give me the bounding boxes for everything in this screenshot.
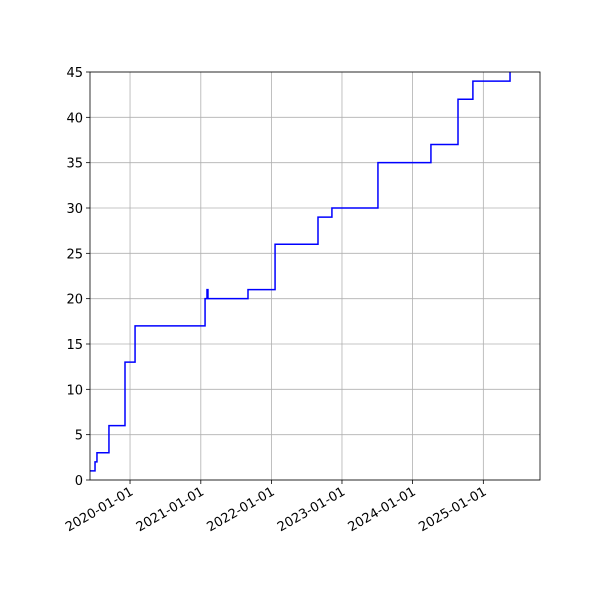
y-tick-label: 30 — [66, 202, 83, 217]
data-line — [90, 72, 511, 472]
y-tick-label: 45 — [66, 66, 83, 81]
y-tick-label: 40 — [66, 111, 83, 126]
y-tick-label: 20 — [66, 293, 83, 308]
y-tick-label: 15 — [66, 338, 83, 353]
y-tick-label: 5 — [75, 429, 83, 444]
y-tick-label: 25 — [66, 247, 83, 262]
plot-frame — [89, 71, 541, 481]
y-tick-label: 35 — [66, 157, 83, 172]
y-tick-label: 0 — [75, 474, 83, 489]
y-tick-label: 10 — [66, 383, 83, 398]
